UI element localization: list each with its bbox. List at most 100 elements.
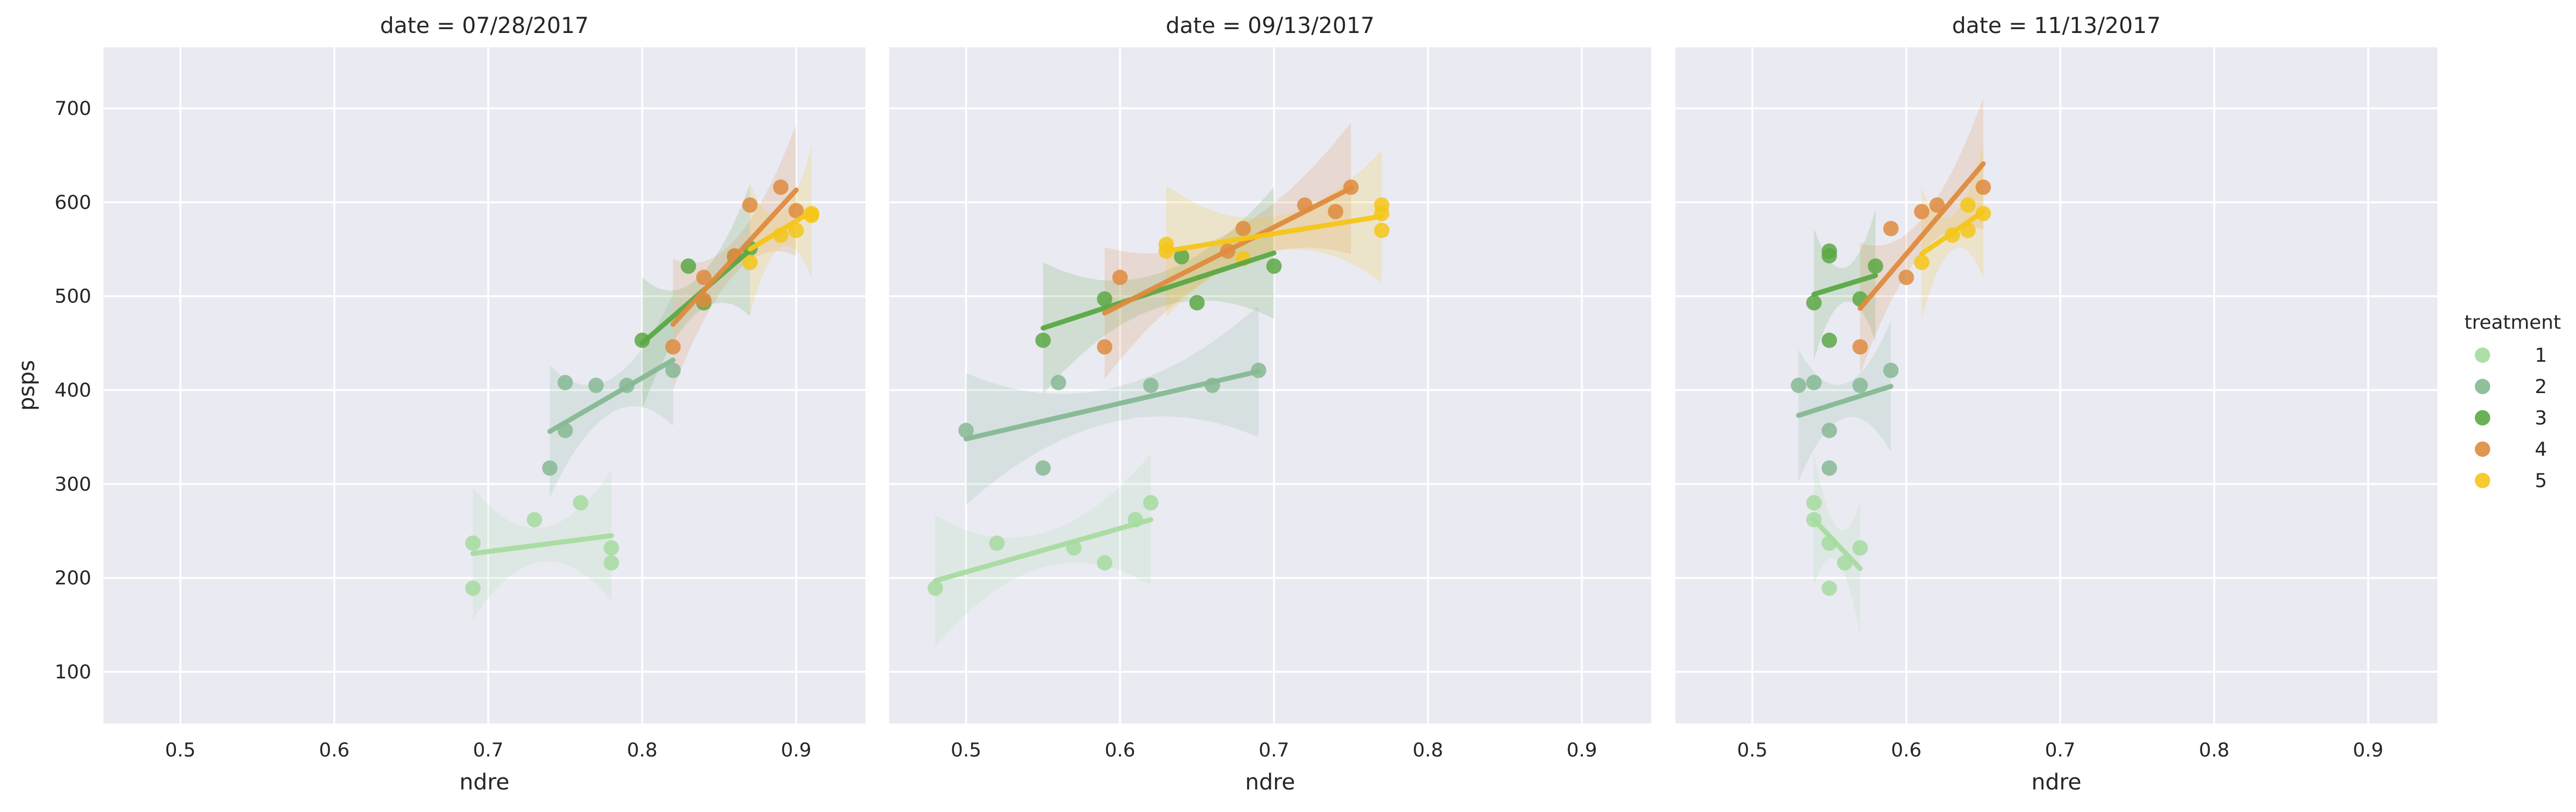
y-tick-label: 300	[54, 473, 91, 495]
x-axis-label: ndre	[460, 770, 510, 795]
y-tick-label: 500	[54, 286, 91, 308]
data-point-2	[1791, 378, 1806, 393]
data-point-4	[1235, 220, 1251, 236]
x-tick-label: 0.7	[473, 739, 504, 761]
trend-line-1	[1811, 517, 1863, 571]
data-point-3	[1806, 295, 1822, 311]
x-tick-label: 0.5	[951, 739, 981, 761]
data-point-2	[1143, 378, 1159, 393]
data-point-1	[604, 540, 619, 556]
legend-marker-2	[2475, 379, 2490, 394]
x-tick-label: 0.8	[1413, 739, 1443, 761]
data-point-2	[588, 378, 604, 393]
data-point-3	[1189, 295, 1205, 311]
data-point-1	[573, 495, 588, 511]
data-point-3	[1822, 333, 1837, 348]
trend-line-4	[670, 187, 799, 327]
trend-line-5	[747, 209, 814, 252]
plot-area-1	[103, 47, 865, 723]
legend-title: treatment	[2464, 312, 2561, 334]
data-point-1	[989, 535, 1005, 551]
x-tick-label: 0.6	[319, 739, 350, 761]
data-point-4	[742, 197, 758, 213]
x-tick-label: 0.6	[1891, 739, 1922, 761]
data-point-5	[1960, 197, 1976, 213]
data-point-2	[1852, 378, 1868, 393]
x-tick-label: 0.9	[2353, 739, 2384, 761]
data-point-2	[958, 423, 974, 438]
data-point-4	[1929, 197, 1945, 213]
x-axis-label: ndre	[2032, 770, 2082, 795]
data-point-3	[681, 258, 696, 274]
data-point-2	[1051, 374, 1066, 390]
legend-label-2: 2	[2535, 376, 2547, 398]
data-point-4	[1899, 269, 1914, 285]
y-tick-label: 100	[54, 661, 91, 683]
trend-line-4	[1857, 161, 1986, 311]
plot-area-3	[1675, 47, 2437, 723]
panel-title-2: date = 09/13/2017	[1166, 13, 1375, 38]
data-point-1	[1822, 581, 1837, 596]
data-point-1	[1852, 540, 1868, 556]
data-point-1	[1806, 495, 1822, 511]
data-point-5	[788, 223, 804, 239]
x-tick-label: 0.9	[1566, 739, 1597, 761]
data-point-2	[1035, 460, 1051, 476]
x-axis-label: ndre	[1245, 770, 1295, 795]
data-point-3	[1868, 258, 1883, 274]
trend-line-2	[1796, 384, 1894, 418]
data-point-3	[1266, 258, 1282, 274]
y-axis-label: psps	[14, 360, 40, 411]
trend-line-2	[963, 368, 1261, 441]
data-point-4	[1328, 203, 1343, 219]
legend-marker-5	[2475, 473, 2490, 488]
legend-marker-4	[2475, 441, 2490, 457]
data-point-2	[1822, 460, 1837, 476]
data-point-2	[1822, 423, 1837, 438]
trend-line-5	[1163, 214, 1384, 254]
data-point-1	[1143, 495, 1159, 511]
plot-area-2	[889, 47, 1651, 723]
data-point-1	[604, 555, 619, 571]
trend-line-5	[1919, 209, 1986, 257]
data-point-1	[465, 535, 481, 551]
data-point-3	[1097, 291, 1112, 307]
data-point-2	[558, 374, 573, 390]
data-point-1	[928, 581, 943, 596]
data-point-2	[1806, 374, 1822, 390]
x-tick-label: 0.9	[781, 739, 812, 761]
data-point-3	[1035, 333, 1051, 348]
y-tick-label: 200	[54, 567, 91, 589]
data-point-4	[1097, 339, 1112, 355]
trend-line-3	[1811, 273, 1878, 297]
x-tick-label: 0.8	[627, 739, 658, 761]
legend-marker-3	[2475, 410, 2490, 426]
data-point-2	[542, 460, 558, 476]
x-tick-label: 0.8	[2199, 739, 2230, 761]
panel-title-3: date = 11/13/2017	[1952, 13, 2161, 38]
panel-title-1: date = 07/28/2017	[380, 13, 589, 38]
data-point-4	[1112, 269, 1128, 285]
legend-label-1: 1	[2535, 345, 2547, 367]
legend-label-5: 5	[2535, 470, 2547, 492]
data-point-1	[465, 581, 481, 596]
data-point-5	[1374, 223, 1389, 239]
data-point-4	[1976, 179, 1991, 195]
legend-label-3: 3	[2535, 407, 2547, 429]
data-point-4	[1914, 203, 1929, 219]
x-tick-label: 0.6	[1105, 739, 1135, 761]
trend-line-4	[1102, 185, 1354, 316]
data-point-5	[742, 255, 758, 270]
data-point-3	[1174, 248, 1189, 264]
data-point-1	[1097, 555, 1112, 571]
data-point-4	[1883, 220, 1899, 236]
trend-line-1	[470, 533, 614, 556]
data-point-1	[527, 512, 542, 528]
data-point-5	[1914, 255, 1929, 270]
y-tick-label: 400	[54, 380, 91, 402]
data-point-4	[773, 179, 788, 195]
data-point-4	[696, 269, 711, 285]
y-tick-label: 600	[54, 192, 91, 214]
